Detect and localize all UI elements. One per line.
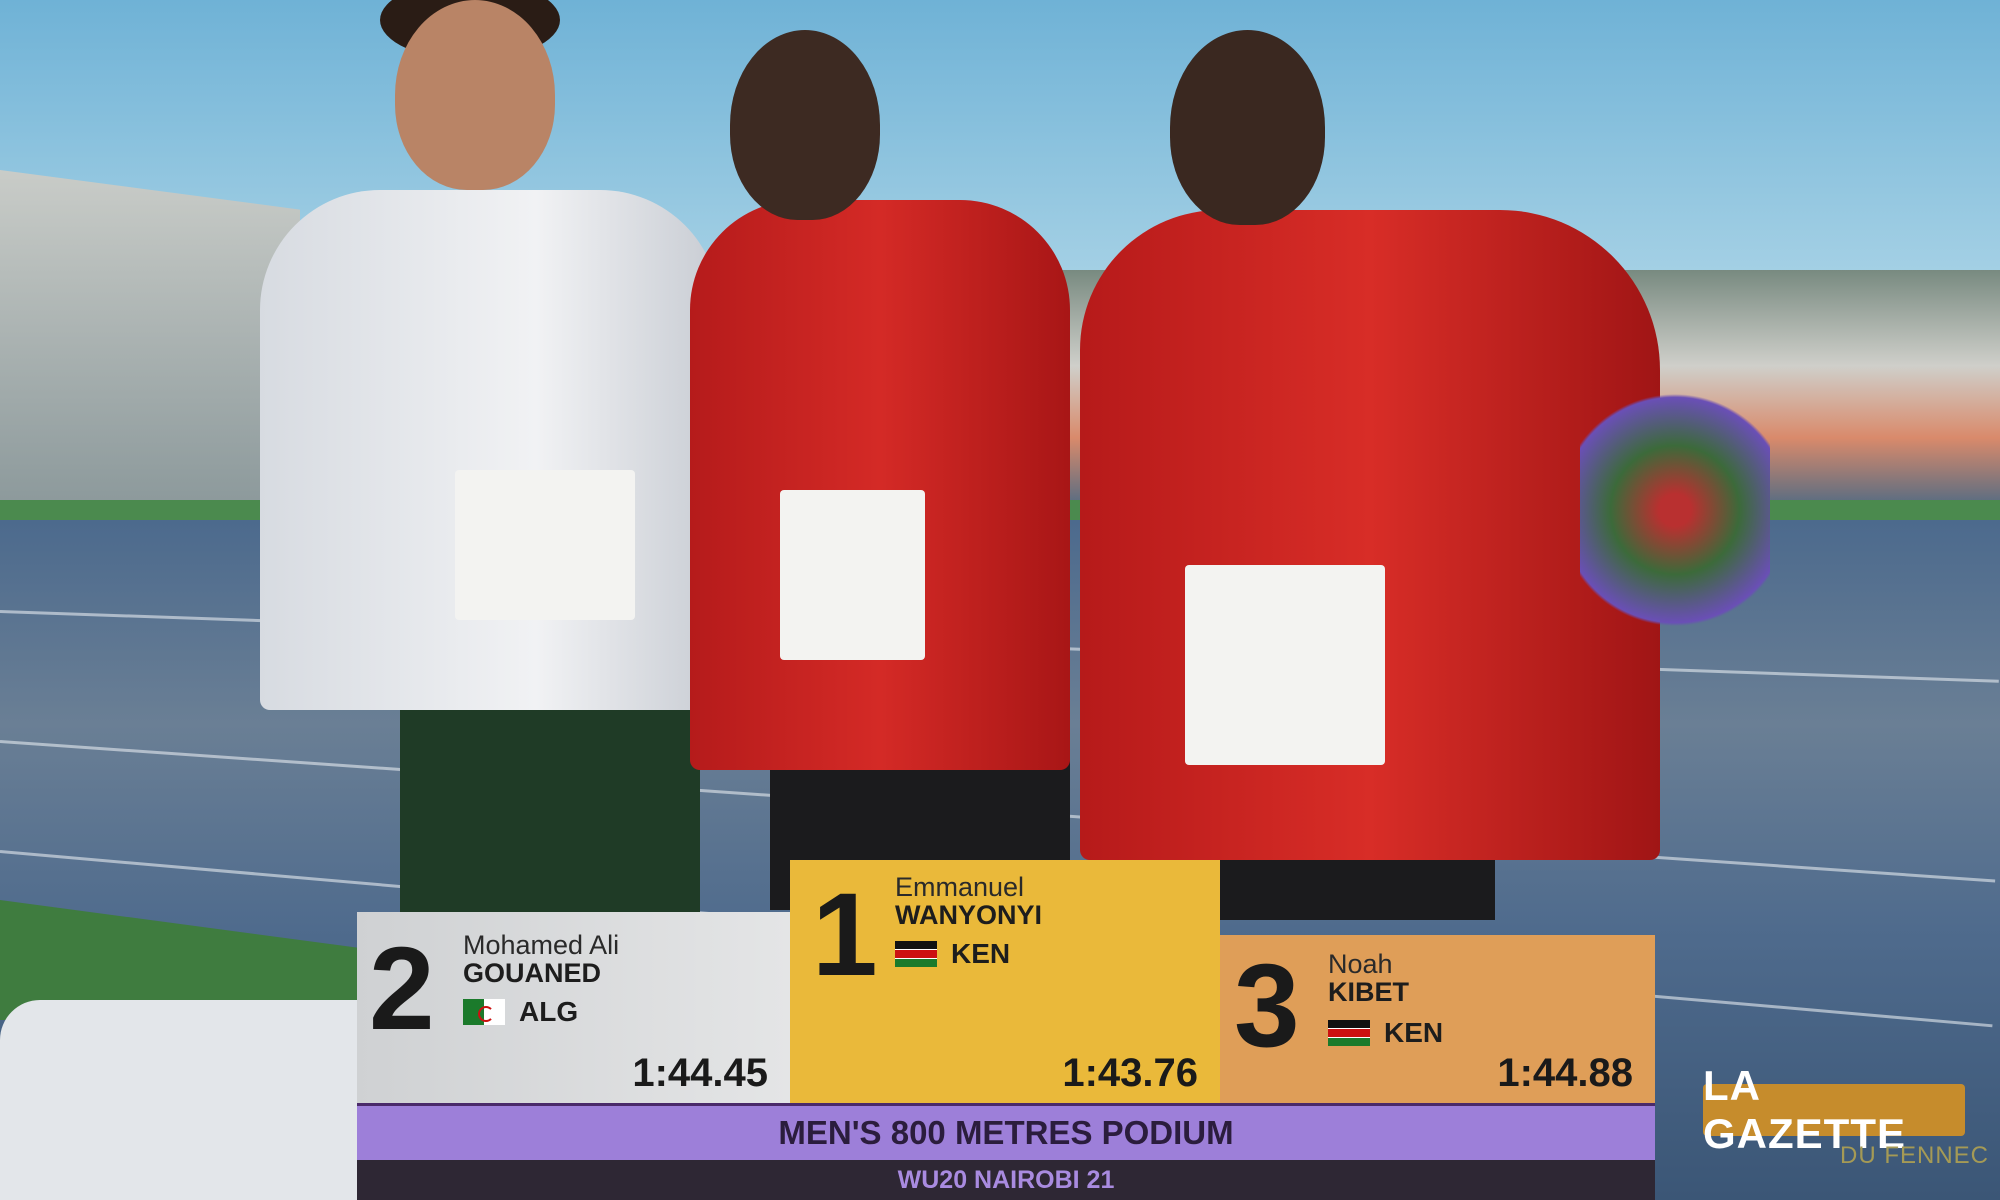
- race-bib: [1185, 565, 1385, 765]
- athlete-silver-jacket: [260, 190, 720, 710]
- result-time: 1:43.76: [1062, 1051, 1198, 1095]
- athlete-gold-jacket: [690, 200, 1070, 770]
- rank-number: 2: [369, 923, 435, 1055]
- last-name: KIBET: [1328, 977, 1409, 1007]
- country-code: KEN: [1384, 1017, 1444, 1048]
- last-name: WANYONYI: [895, 900, 1043, 930]
- result-time: 1:44.88: [1497, 1051, 1633, 1095]
- flower-bouquet: [1580, 380, 1770, 640]
- watermark-logo: LA GAZETTE: [1703, 1062, 1965, 1157]
- athlete-silver-pants: [400, 690, 700, 920]
- podium-box-second: 2 Mohamed Ali GOUANED ALG 1:44.45: [357, 912, 790, 1103]
- country-code: ALG: [519, 996, 579, 1027]
- country: ALG: [463, 998, 578, 1026]
- athlete-bronze-head: [1170, 30, 1325, 225]
- result-time: 1:44.45: [632, 1051, 768, 1095]
- country: KEN: [1328, 1019, 1443, 1047]
- first-name: Mohamed Ali: [463, 930, 620, 960]
- race-bib: [780, 490, 925, 660]
- athlete-gold-head: [730, 30, 880, 220]
- rank-number: 3: [1234, 940, 1300, 1072]
- country-code: KEN: [951, 938, 1011, 969]
- kenya-flag-icon: [895, 941, 937, 967]
- rank-number: 1: [812, 869, 878, 1001]
- first-name: Noah: [1328, 949, 1393, 979]
- athlete-silver-head: [395, 0, 555, 190]
- algeria-flag-icon: [463, 999, 505, 1025]
- podium-box-third: 3 Noah KIBET KEN 1:44.88: [1220, 935, 1655, 1103]
- stadium-stand-left: [0, 170, 300, 500]
- last-name: GOUANED: [463, 958, 602, 988]
- first-name: Emmanuel: [895, 872, 1025, 902]
- race-bib: [455, 470, 635, 620]
- event-title-bar: MEN'S 800 METRES PODIUM: [357, 1103, 1655, 1160]
- event-subtitle-bar: WU20 NAIROBI 21: [357, 1160, 1655, 1200]
- kenya-flag-icon: [1328, 1020, 1370, 1046]
- podium-box-first: 1 Emmanuel WANYONYI KEN 1:43.76: [790, 860, 1220, 1103]
- podium-platform: [0, 1000, 360, 1200]
- watermark-subtitle: DU FENNEC: [1840, 1142, 1990, 1169]
- country: KEN: [895, 940, 1010, 968]
